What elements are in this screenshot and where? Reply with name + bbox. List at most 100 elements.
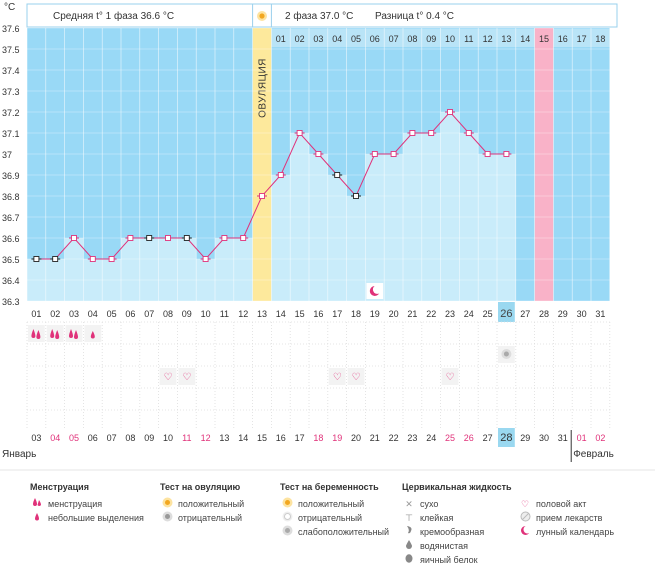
blood-drop-small-icon (30, 511, 44, 525)
legend-menstruation-title: Менструация (30, 482, 89, 492)
data-point (240, 235, 247, 241)
legend-watery-label: водянистая (420, 541, 469, 551)
cycle-day-label: 06 (370, 34, 380, 44)
calendar-date-label: 02 (595, 433, 605, 443)
sticky-icon: ⊤ (405, 513, 413, 523)
x-day-label: 09 (182, 309, 192, 319)
x-day-label: 10 (201, 309, 211, 319)
blood-drops-icon (30, 497, 44, 511)
data-point (296, 130, 303, 136)
legend-eggwhite-label: яичный белок (420, 555, 478, 565)
cycle-day-label: 04 (332, 34, 342, 44)
calendar-date-label: 17 (295, 433, 305, 443)
x-day-label: 06 (125, 309, 135, 319)
calendar-date-label: 18 (313, 433, 323, 443)
ovulation-sun-core-icon (259, 13, 265, 19)
cycle-day-label: 08 (407, 34, 417, 44)
calendar-date-label: 06 (88, 433, 98, 443)
data-point (259, 193, 265, 199)
data-point (277, 172, 284, 178)
heart-icon: ♡ (520, 499, 530, 509)
calendar-date-label: 03 (31, 433, 41, 443)
legend-ovtest-negative-item: отрицательный (160, 511, 244, 525)
moon-icon (518, 525, 532, 540)
legend-pregtest-positive-item: положительный (280, 497, 389, 511)
x-day-label: 07 (144, 309, 154, 319)
data-point (108, 256, 115, 262)
expected-period-column (534, 28, 554, 301)
x-day-label: 13 (257, 309, 267, 319)
calendar-date-label: 19 (332, 433, 342, 443)
calendar-date-label: 08 (125, 433, 135, 443)
x-day-label: 17 (332, 309, 342, 319)
legend-pregnancy-test-title: Тест на беременность (280, 482, 379, 492)
temperature-bar (233, 238, 253, 301)
calendar-date-label: 09 (144, 433, 154, 443)
blood-drop-icon (55, 330, 60, 339)
cycle-day-label: 14 (520, 34, 530, 44)
calendar-date-label: 26 (464, 433, 474, 443)
legend-moon-item: лунный календарь (518, 525, 614, 539)
legend-dry-item: ✕ сухо (402, 497, 512, 511)
header-bar (26, 3, 618, 28)
calendar-date-label: 23 (407, 433, 417, 443)
data-point (52, 256, 59, 262)
cycle-day-label: 15 (539, 34, 549, 44)
cycle-day-label: 12 (483, 34, 493, 44)
egg-icon (402, 553, 416, 567)
x-day-label: 31 (595, 309, 605, 319)
data-point (221, 235, 228, 241)
temperature-bar (365, 154, 385, 301)
y-tick-label: 37 (2, 150, 12, 160)
calendar-date-label: 13 (219, 433, 229, 443)
temperature-bar (177, 238, 197, 301)
data-point (428, 130, 435, 136)
temperature-bar (139, 238, 159, 301)
intercourse-cell (347, 368, 365, 385)
legend-ovulation-test-title: Тест на овуляцию (160, 482, 241, 492)
temperature-bar (158, 238, 178, 301)
calendar-date-label: 10 (163, 433, 173, 443)
chart-legend: Менструация менструация небольшие выделе… (0, 482, 655, 587)
calendar-date-label: 01 (577, 433, 587, 443)
data-point (127, 235, 134, 241)
calendar-date-label: 12 (201, 433, 211, 443)
heart-icon: ♡ (164, 372, 173, 383)
data-point (146, 235, 153, 241)
x-day-label: 28 (539, 309, 549, 319)
legend-intercourse-item: ♡ половой акт (518, 497, 614, 511)
ovulation-label: ОВУЛЯЦИЯ (258, 58, 269, 118)
y-tick-label: 37.2 (2, 108, 20, 118)
x-day-label: 18 (351, 309, 361, 319)
data-point (33, 256, 40, 262)
data-point (183, 235, 190, 241)
x-day-label: 04 (88, 309, 98, 319)
legend-pregtest-negative-label: отрицательный (298, 513, 363, 523)
temperature-bar (497, 154, 516, 301)
calendar-date-label: 11 (182, 433, 191, 443)
x-day-label: 30 (577, 309, 587, 319)
heart-icon: ♡ (446, 372, 455, 383)
cross-icon: ✕ (405, 499, 413, 509)
y-tick-label: 36.6 (2, 234, 20, 244)
legend-spotting-item: небольшие выделения (30, 511, 144, 525)
blood-drop-icon (74, 330, 78, 339)
legend-ovtest-negative-label: отрицательный (178, 513, 243, 523)
legend-spotting-label: небольшие выделения (48, 513, 144, 523)
legend-pregnancy-test: Тест на беременность положительный отриц… (280, 482, 389, 539)
month-left-label: Январь (2, 449, 36, 460)
legend-pregtest-negative-item: отрицательный (280, 511, 389, 525)
x-day-label: 15 (295, 309, 305, 319)
y-tick-label: 37.1 (2, 129, 20, 139)
legend-medication-item: прием лекарств (518, 511, 614, 525)
x-day-label: 20 (389, 309, 399, 319)
x-day-label: 02 (50, 309, 60, 319)
legend-menstruation-label: менструация (48, 499, 103, 509)
pregnancy-negative-icon (280, 511, 294, 526)
legend-moon-label: лунный календарь (536, 527, 615, 537)
legend-creamy-label: кремообразная (420, 527, 485, 537)
data-point (371, 151, 378, 157)
legend-medication-label: прием лекарств (536, 513, 603, 523)
legend-sticky-label: клейкая (420, 513, 454, 523)
temperature-bar (309, 154, 328, 301)
